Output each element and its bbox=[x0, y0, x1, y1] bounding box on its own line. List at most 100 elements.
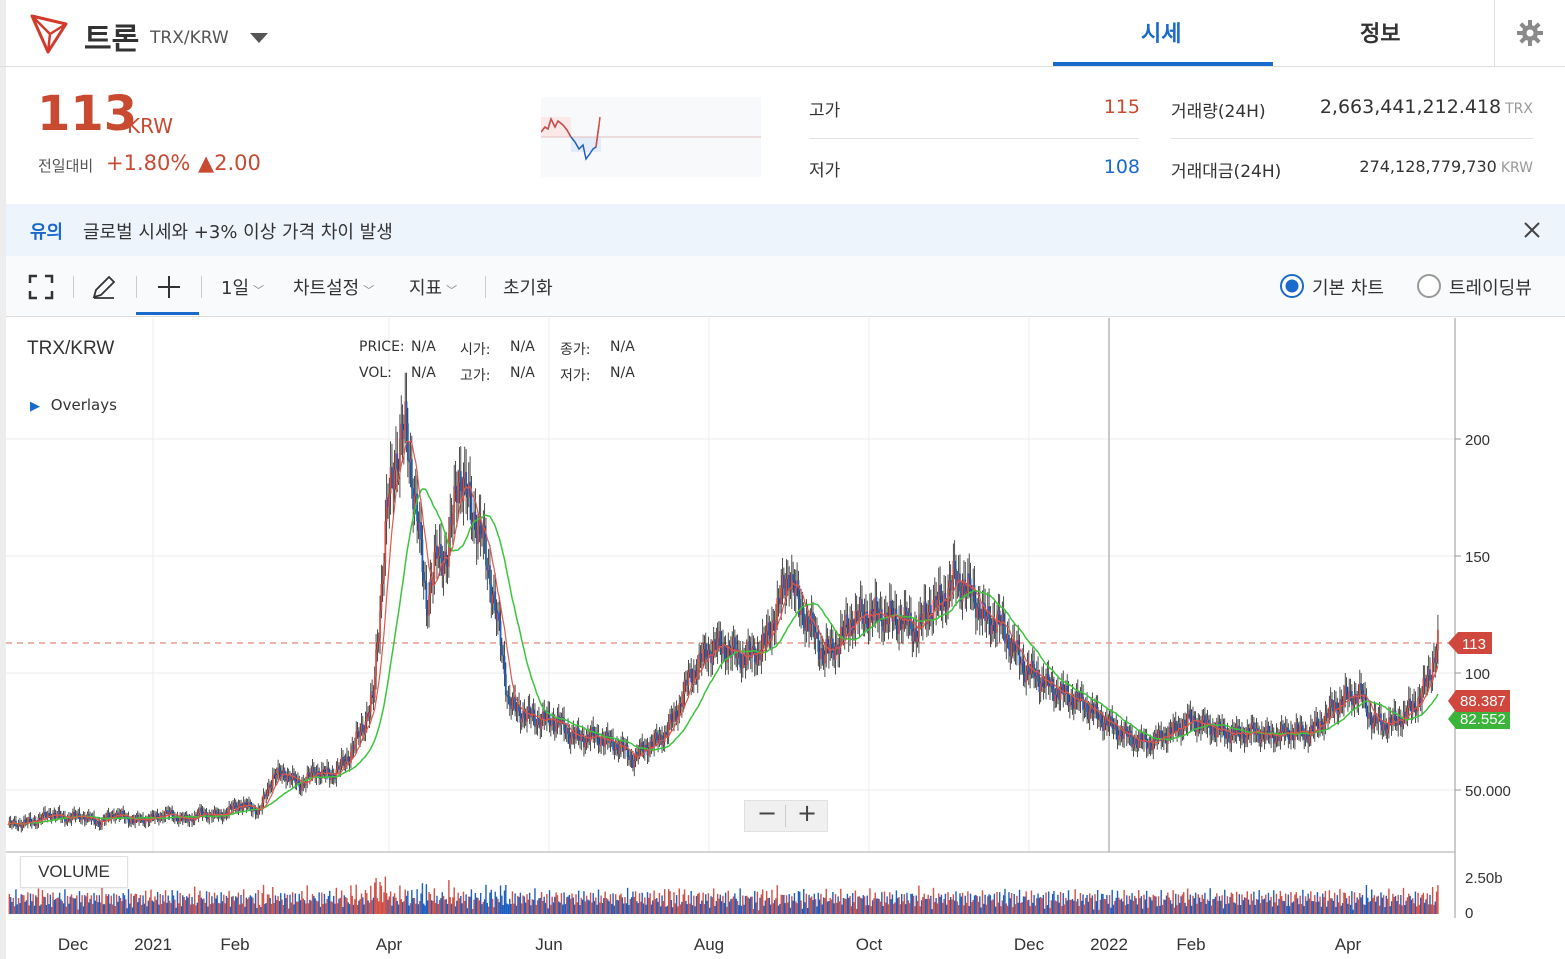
candle-body bbox=[130, 818, 133, 824]
volume-bar bbox=[1083, 904, 1086, 914]
crosshair-icon[interactable] bbox=[156, 274, 182, 300]
volume-bar bbox=[1032, 902, 1034, 914]
candle-body bbox=[1434, 657, 1437, 664]
volume-bars bbox=[8, 876, 1439, 914]
candle-body bbox=[75, 813, 78, 818]
volume-bar bbox=[542, 900, 544, 914]
candle-body bbox=[179, 815, 182, 821]
candle-body bbox=[1143, 734, 1145, 743]
volume-bar bbox=[746, 895, 748, 914]
candle-body bbox=[83, 817, 86, 822]
overlays-toggle[interactable]: ▶ Overlays bbox=[30, 396, 117, 414]
fullscreen-icon[interactable] bbox=[28, 274, 54, 300]
volume-bar bbox=[675, 895, 678, 914]
interval-select[interactable]: 1일 ﹀ bbox=[221, 274, 264, 300]
volume-bar bbox=[146, 906, 148, 914]
tradingview-label[interactable]: 트레이딩뷰 bbox=[1449, 278, 1532, 299]
basic-chart-label[interactable]: 기본 차트 bbox=[1312, 278, 1384, 299]
volume-bar bbox=[1315, 901, 1317, 914]
candle-body bbox=[1067, 693, 1070, 707]
candle-body bbox=[597, 735, 600, 747]
candle-body bbox=[1437, 629, 1439, 651]
volume-bar bbox=[1062, 893, 1064, 914]
volume-bar bbox=[1148, 896, 1150, 914]
volume-bar bbox=[155, 899, 157, 914]
candle-body bbox=[949, 580, 952, 591]
volume-bar bbox=[915, 895, 917, 914]
candle-body bbox=[1184, 719, 1186, 725]
reset-button[interactable]: 초기화 bbox=[503, 278, 553, 299]
volume-bar bbox=[166, 902, 168, 914]
candle-body bbox=[830, 638, 833, 645]
volume-bar bbox=[1222, 908, 1225, 914]
candle-body bbox=[1192, 715, 1194, 723]
candle-body bbox=[963, 579, 965, 586]
volume-bar bbox=[988, 894, 990, 914]
candle-body bbox=[973, 585, 976, 603]
candle-body bbox=[103, 819, 106, 822]
volume-bar bbox=[908, 903, 911, 914]
candle-body bbox=[339, 765, 342, 770]
candle-body bbox=[606, 732, 609, 740]
volume-bar bbox=[139, 895, 142, 914]
candle-body bbox=[981, 602, 984, 620]
candle-body bbox=[571, 730, 573, 739]
volume-bar bbox=[347, 902, 349, 914]
radio-tradingview[interactable] bbox=[1416, 273, 1442, 299]
volume-bar bbox=[184, 900, 187, 914]
volume-bar bbox=[671, 907, 674, 914]
volume-bar bbox=[9, 897, 12, 914]
tab-info[interactable]: 정보 bbox=[1360, 22, 1401, 47]
high-value: 115 bbox=[1103, 96, 1140, 118]
zoom-in-button[interactable]: + bbox=[797, 799, 818, 827]
volume-bar bbox=[1184, 902, 1186, 914]
indicators-menu[interactable]: 지표 ﹀ bbox=[409, 274, 457, 300]
volume-bar bbox=[115, 894, 118, 914]
volume-bar bbox=[1319, 896, 1321, 914]
close-icon[interactable] bbox=[1522, 220, 1542, 240]
volume-bar bbox=[284, 893, 286, 914]
candle-body bbox=[1394, 710, 1397, 721]
gear-icon[interactable] bbox=[1516, 19, 1544, 47]
zoom-out-button[interactable]: − bbox=[757, 799, 778, 827]
radio-basic-chart[interactable] bbox=[1279, 273, 1305, 299]
chart-settings-menu[interactable]: 차트설정 ﹀ bbox=[293, 274, 374, 300]
candle-body bbox=[229, 805, 232, 807]
tab-price[interactable]: 시세 bbox=[1141, 22, 1182, 47]
volume-bar bbox=[751, 896, 753, 914]
volume-bar bbox=[877, 898, 879, 914]
candle-body bbox=[858, 611, 861, 622]
candles bbox=[8, 372, 1439, 833]
volume-bar bbox=[674, 903, 676, 914]
candle-body bbox=[892, 614, 895, 622]
caret-down-icon[interactable] bbox=[248, 31, 270, 45]
volume-bar bbox=[310, 900, 312, 914]
candle-body bbox=[1381, 725, 1384, 731]
volume-bar bbox=[1086, 894, 1088, 914]
candle-body bbox=[614, 743, 617, 751]
candle-body bbox=[294, 775, 297, 784]
volume-bar bbox=[1247, 899, 1250, 914]
volume-bar bbox=[1209, 888, 1211, 914]
pencil-icon[interactable] bbox=[90, 273, 118, 301]
change-percent: +1.80% bbox=[106, 151, 191, 175]
candle-body bbox=[266, 789, 269, 797]
volume-bar bbox=[846, 893, 849, 914]
volume-bar bbox=[1257, 899, 1259, 914]
candle-body bbox=[782, 574, 785, 589]
volume-bar bbox=[615, 894, 617, 914]
volume-bar bbox=[1070, 899, 1072, 914]
candle-body bbox=[106, 813, 109, 817]
candle-body bbox=[199, 807, 201, 814]
candle-body bbox=[1229, 736, 1231, 744]
candle-body bbox=[332, 772, 335, 779]
volume-bar bbox=[693, 895, 695, 914]
candle-body bbox=[290, 779, 293, 782]
candle-body bbox=[771, 623, 773, 640]
candle-body bbox=[1145, 738, 1148, 750]
volume-bar bbox=[404, 889, 406, 914]
volume-bar bbox=[135, 893, 138, 914]
volume-bar bbox=[1413, 903, 1415, 914]
volume-bar bbox=[1036, 898, 1038, 914]
